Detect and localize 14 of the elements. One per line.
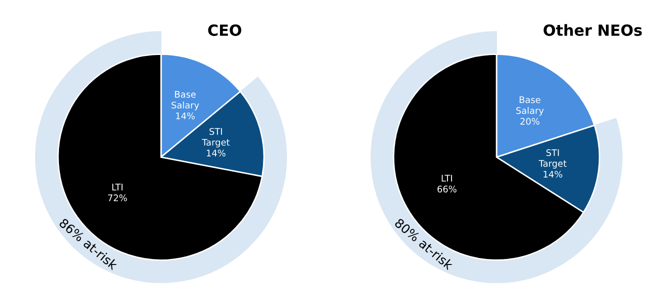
data-label: 20% [520, 118, 540, 125]
slice-label: LTI [442, 174, 452, 182]
data-label: 66% [438, 186, 456, 192]
chart-title: CEO [208, 24, 242, 36]
data-label: 14% [176, 112, 195, 120]
chart-title: Other NEOs [544, 24, 642, 36]
data-label: 14% [544, 170, 562, 178]
data-label: 72% [108, 194, 127, 202]
slice-label: STI Target [538, 149, 566, 169]
data-label: 14% [206, 150, 226, 156]
slice-label: Base Salary [516, 96, 544, 116]
slice-label: Base Salary [172, 91, 200, 110]
slice-label: STI Target [202, 128, 230, 148]
slice-label: LTI [112, 184, 122, 190]
